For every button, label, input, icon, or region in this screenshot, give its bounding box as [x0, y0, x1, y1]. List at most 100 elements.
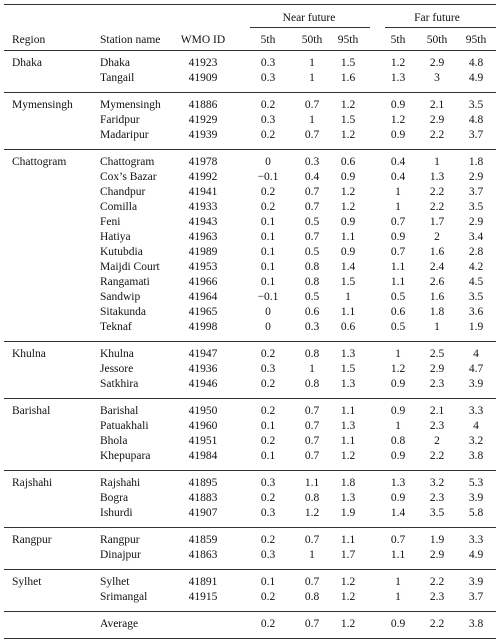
cell: 0.7 [304, 420, 320, 432]
station: Jessore [100, 363, 134, 375]
station: Dinajpur [100, 549, 141, 561]
cell: 2.2 [429, 576, 445, 588]
cell: 0.2 [260, 492, 276, 504]
cell: 41891 [188, 576, 218, 588]
station: Srimangal [100, 591, 148, 603]
region: Chattogram [12, 156, 67, 168]
station: Barishal [100, 405, 139, 417]
cell: 0.3 [260, 363, 276, 375]
cell: 0.1 [260, 576, 276, 588]
cell: 2.9 [429, 549, 445, 561]
cell: 2.8 [468, 246, 484, 258]
cell: 4.8 [468, 57, 484, 69]
column-header: 95th [337, 34, 359, 46]
cell: 0.3 [304, 321, 320, 333]
cell: 41960 [188, 420, 218, 432]
rule [4, 341, 496, 342]
cell: 0.2 [260, 99, 276, 111]
rule [4, 638, 496, 639]
cell: 2.3 [429, 420, 445, 432]
region: Mymensingh [12, 99, 73, 111]
cell: 0.9 [390, 99, 406, 111]
cell: 1.1 [390, 261, 406, 273]
average-cell: 0.2 [260, 618, 276, 630]
cell: 41947 [188, 348, 218, 360]
cell: 0.5 [304, 216, 320, 228]
cell: 0.3 [304, 156, 320, 168]
cell: −0.1 [257, 291, 279, 303]
cell: 41895 [188, 477, 218, 489]
cell: 41886 [188, 99, 218, 111]
cell: 1.3 [340, 420, 356, 432]
cell: 0.5 [390, 321, 406, 333]
cell: 4.2 [468, 261, 484, 273]
cell: 1.1 [340, 231, 356, 243]
cell: 0.6 [340, 156, 356, 168]
station: Hatiya [100, 231, 131, 243]
cell: 41923 [188, 57, 218, 69]
cell: 41984 [188, 450, 218, 462]
cell: 3.7 [468, 591, 484, 603]
cell: 1.2 [340, 186, 356, 198]
cell: 3.2 [429, 477, 445, 489]
group-header: Near future [282, 12, 336, 24]
column-header: 50th [301, 34, 323, 46]
cell: 1.3 [390, 72, 406, 84]
cell: 1 [434, 156, 440, 168]
rule [4, 4, 496, 5]
cell: 0.4 [390, 156, 406, 168]
cell: 1.4 [390, 507, 406, 519]
rule [4, 470, 496, 471]
cell: 4.9 [468, 549, 484, 561]
cell: 0.6 [390, 306, 406, 318]
cell: 1.1 [340, 534, 356, 546]
rule [4, 398, 496, 399]
region: Sylhet [12, 576, 42, 588]
cell: 1 [309, 57, 315, 69]
cell: 0.1 [260, 231, 276, 243]
cell: 0.7 [304, 576, 320, 588]
cell: 3.8 [468, 450, 484, 462]
cell: 0 [265, 321, 271, 333]
rule [250, 27, 370, 28]
cell: 0.7 [304, 231, 320, 243]
cell: 5.8 [468, 507, 484, 519]
cell: 3.9 [468, 576, 484, 588]
cell: 1.6 [429, 291, 445, 303]
cell: 2.9 [468, 171, 484, 183]
cell: 1 [395, 420, 401, 432]
cell: 0.7 [390, 246, 406, 258]
cell: 1.2 [340, 99, 356, 111]
rule [4, 527, 496, 528]
station: Chandpur [100, 186, 146, 198]
cell: 3.5 [468, 99, 484, 111]
cell: 0.9 [390, 450, 406, 462]
cell: 41953 [188, 261, 218, 273]
cell: 0.5 [304, 246, 320, 258]
cell: 0.7 [304, 435, 320, 447]
cell: −0.1 [257, 171, 279, 183]
cell: 1.6 [429, 246, 445, 258]
average-cell: 1.2 [340, 618, 356, 630]
region: Barishal [12, 405, 51, 417]
average-cell: 3.8 [468, 618, 484, 630]
cell: 1 [309, 549, 315, 561]
cell: 1.2 [340, 129, 356, 141]
cell: 0.1 [260, 246, 276, 258]
cell: 1.9 [468, 321, 484, 333]
cell: 2.2 [429, 450, 445, 462]
cell: 3.5 [468, 291, 484, 303]
cell: 4.7 [468, 363, 484, 375]
region: Rangpur [12, 534, 52, 546]
cell: 2.9 [429, 57, 445, 69]
average-cell: 0.9 [390, 618, 406, 630]
cell: 1.1 [390, 549, 406, 561]
cell: 1.7 [429, 216, 445, 228]
cell: 0.5 [304, 291, 320, 303]
column-header: Station name [100, 34, 161, 46]
station: Rangamati [100, 276, 150, 288]
column-header: 5th [390, 34, 406, 46]
region: Dhaka [12, 57, 43, 69]
average-cell: 0.7 [304, 618, 320, 630]
cell: 0.7 [390, 534, 406, 546]
